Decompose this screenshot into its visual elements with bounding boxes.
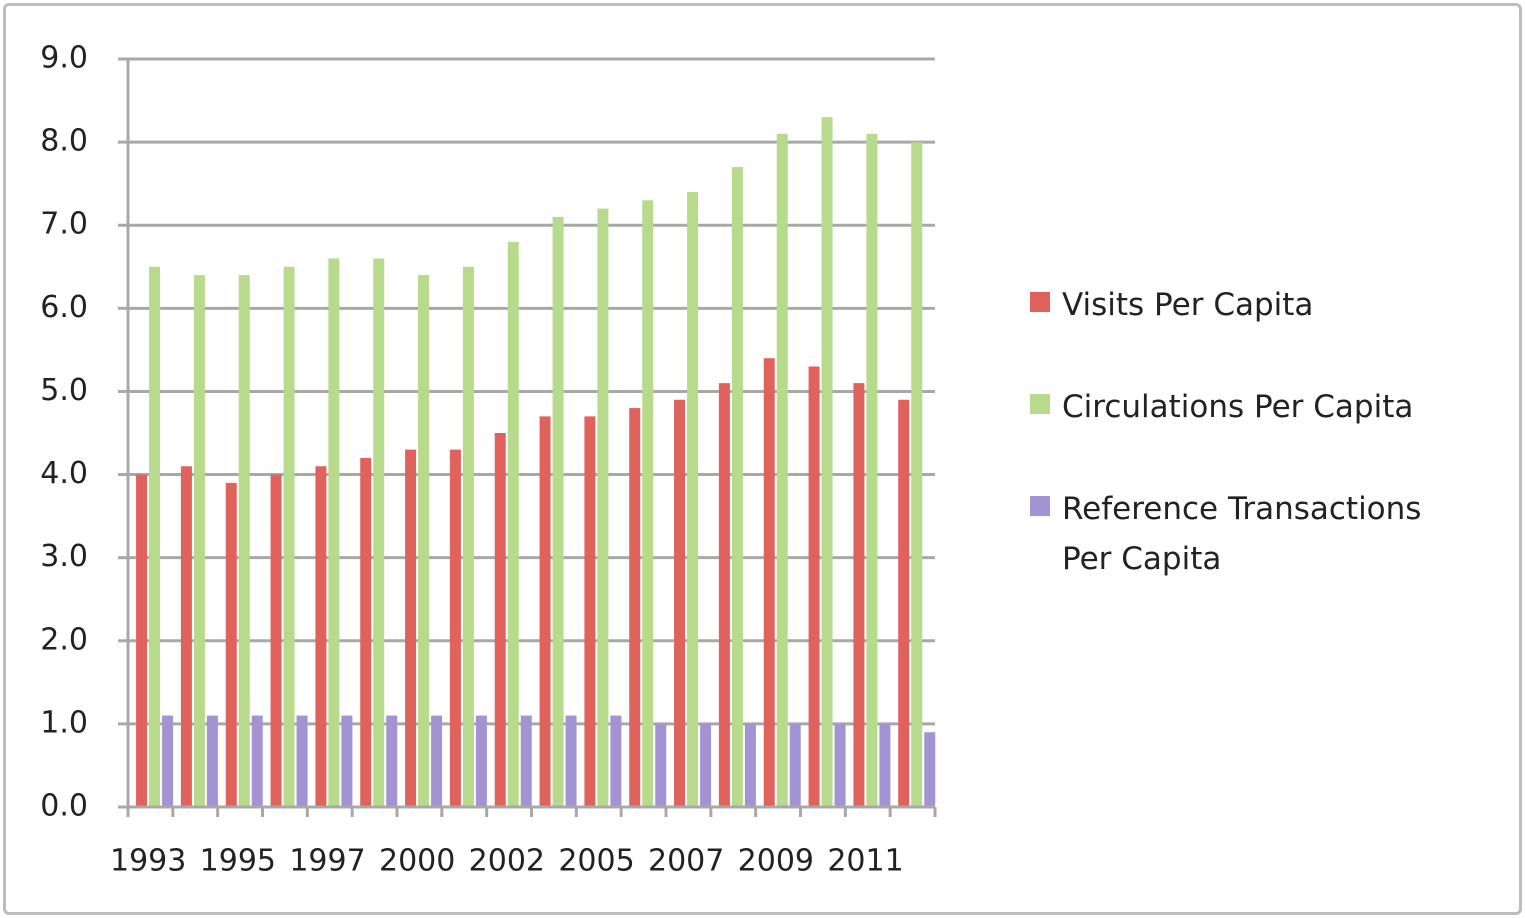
bar: [898, 399, 910, 807]
legend-label: Circulations Per Capita: [1062, 389, 1414, 425]
bar: [225, 482, 237, 807]
y-tick-label: 3.0: [40, 539, 88, 574]
bar: [251, 715, 263, 807]
bar: [341, 715, 353, 807]
frame: [3, 3, 1522, 915]
x-tick-label: 2011: [827, 844, 903, 879]
y-tick-label: 0.0: [40, 789, 88, 824]
bar: [373, 258, 385, 807]
bar: [552, 216, 564, 807]
bar: [924, 732, 936, 807]
bar: [866, 133, 878, 808]
bar: [418, 275, 430, 808]
x-tick-label: 2005: [558, 844, 634, 879]
x-tick-label: 1997: [289, 844, 365, 879]
bar: [431, 715, 443, 807]
bar: [449, 449, 461, 807]
y-tick-label: 9.0: [40, 41, 88, 76]
bar: [136, 474, 148, 807]
bar: [206, 715, 218, 807]
bar: [507, 241, 519, 807]
legend-swatch: [1030, 496, 1050, 516]
bar: [655, 723, 667, 807]
bar: [687, 191, 699, 807]
bar: [610, 715, 622, 807]
bar: [386, 715, 398, 807]
y-tick-label: 6.0: [40, 290, 88, 325]
bar: [584, 416, 596, 807]
legend-swatch: [1030, 394, 1050, 414]
bar: [911, 142, 923, 808]
bar: [731, 167, 743, 808]
bar: [853, 383, 865, 807]
y-tick-label: 8.0: [40, 124, 88, 159]
bar: [834, 723, 846, 807]
bar: [494, 433, 506, 807]
y-tick-label: 1.0: [40, 705, 88, 740]
bar: [744, 723, 756, 807]
bar: [789, 723, 801, 807]
legend-label: Reference Transactions Per Capita: [1062, 491, 1422, 577]
legend-item: Circulations Per Capita: [1030, 382, 1470, 432]
bar: [328, 258, 340, 807]
bar: [674, 399, 686, 807]
bar: [539, 416, 551, 807]
bar: [462, 266, 474, 807]
bar: [700, 723, 712, 807]
bar: [283, 266, 295, 807]
bar: [763, 358, 775, 807]
bar: [808, 366, 820, 807]
x-tick-label: 2009: [738, 844, 814, 879]
bar: [879, 723, 891, 807]
bar: [642, 200, 654, 808]
x-tick-label: 2000: [379, 844, 455, 879]
y-tick-label: 5.0: [40, 373, 88, 408]
bar: [360, 457, 372, 807]
bar: [629, 408, 641, 807]
x-tick-label: 2002: [469, 844, 545, 879]
legend-swatch: [1030, 292, 1050, 312]
bar: [718, 383, 730, 807]
bar: [597, 208, 609, 808]
y-tick-label: 7.0: [40, 207, 88, 242]
bar: [405, 449, 417, 807]
y-tick-label: 4.0: [40, 456, 88, 491]
bar: [821, 117, 833, 807]
legend: Visits Per Capita Circulations Per Capita…: [1030, 280, 1470, 636]
bar: [296, 715, 308, 807]
bar: [149, 266, 161, 807]
bar: [520, 715, 532, 807]
legend-item: Reference Transactions Per Capita: [1030, 484, 1470, 584]
bar: [193, 275, 205, 808]
bar: [180, 466, 192, 807]
legend-label: Visits Per Capita: [1062, 287, 1314, 323]
bar: [162, 715, 174, 807]
x-tick-label: 1995: [200, 844, 276, 879]
y-tick-label: 2.0: [40, 622, 88, 657]
bar: [270, 474, 282, 807]
bar: [475, 715, 487, 807]
bar: [315, 466, 327, 807]
bar: [776, 133, 788, 808]
x-tick-label: 1993: [110, 844, 186, 879]
legend-item: Visits Per Capita: [1030, 280, 1470, 330]
x-tick-label: 2007: [648, 844, 724, 879]
bar: [238, 275, 250, 808]
bar: [565, 715, 577, 807]
